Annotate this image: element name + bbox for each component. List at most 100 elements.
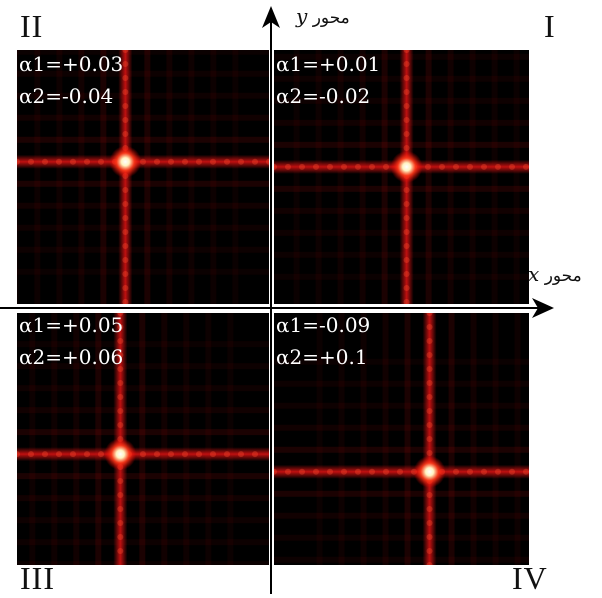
side-lobe-v — [491, 50, 498, 304]
focal-spot — [104, 438, 137, 471]
line-bead — [299, 163, 305, 170]
line-bead — [168, 451, 174, 458]
line-bead — [426, 548, 433, 554]
side-lobe-h — [17, 246, 269, 253]
line-bead — [426, 450, 433, 456]
line-bead — [140, 158, 146, 165]
side-lobe-v — [513, 50, 520, 304]
side-lobe-v — [34, 50, 41, 304]
line-bead — [355, 468, 361, 475]
intensity-pattern-iv — [274, 313, 529, 565]
line-bead — [299, 468, 305, 475]
line-bead — [426, 324, 433, 330]
line-bead — [182, 451, 188, 458]
line-bead — [17, 451, 20, 458]
line-bead — [523, 468, 529, 475]
side-lobe-h — [274, 446, 529, 453]
line-bead — [285, 468, 291, 475]
side-lobe-h — [274, 490, 529, 497]
y-axis-arrowhead — [262, 6, 280, 28]
line-bead — [117, 506, 124, 512]
line-bead — [403, 271, 410, 277]
line-bead — [122, 89, 129, 95]
line-bead — [403, 257, 410, 263]
side-lobe-h — [17, 495, 269, 502]
side-lobe-v — [404, 313, 411, 565]
line-bead — [196, 451, 202, 458]
side-lobe-v — [469, 50, 476, 304]
line-bead — [224, 451, 230, 458]
line-bead — [117, 380, 124, 386]
line-bead — [467, 163, 473, 170]
side-lobe-v — [337, 50, 344, 304]
side-lobe-v — [425, 50, 432, 304]
x-axis-symbol: x — [528, 262, 540, 286]
line-bead — [117, 338, 124, 344]
side-lobe-v — [381, 50, 388, 304]
line-bead — [426, 520, 433, 526]
line-bead — [481, 163, 487, 170]
line-bead — [117, 352, 124, 358]
line-bead — [122, 215, 129, 221]
main-horizontal-line — [17, 154, 269, 169]
line-bead — [403, 103, 410, 109]
side-lobe-h — [17, 517, 269, 524]
y-axis-word: محور — [312, 8, 350, 28]
side-lobe-h — [17, 268, 269, 275]
line-bead — [117, 394, 124, 400]
line-bead — [426, 506, 433, 512]
line-bead — [403, 243, 410, 249]
side-lobe-v — [447, 50, 454, 304]
side-lobe-v — [316, 313, 323, 565]
line-bead — [426, 408, 433, 414]
line-bead — [523, 163, 529, 170]
line-bead — [425, 163, 431, 170]
side-lobe-v — [205, 313, 212, 565]
side-lobe-h — [17, 114, 269, 121]
line-bead — [224, 158, 230, 165]
side-lobe-v — [470, 313, 477, 565]
side-lobe-h — [17, 429, 269, 436]
alpha2-label-ii: α2=-0.04 — [19, 84, 114, 108]
line-bead — [122, 201, 129, 207]
alpha2-label-iv: α2=+0.1 — [276, 345, 368, 369]
quadrant-label-ii: II — [20, 8, 44, 44]
line-bead — [122, 103, 129, 109]
line-bead — [84, 451, 90, 458]
line-bead — [122, 117, 129, 123]
alpha1-label-ii: α1=+0.03 — [19, 52, 124, 76]
side-lobe-v — [139, 313, 146, 565]
line-bead — [426, 338, 433, 344]
line-bead — [17, 158, 20, 165]
line-bead — [266, 158, 269, 165]
line-bead — [403, 229, 410, 235]
line-bead — [117, 422, 124, 428]
side-lobe-v — [56, 50, 63, 304]
line-bead — [42, 158, 48, 165]
line-bead — [403, 131, 410, 137]
side-lobe-h — [17, 180, 269, 187]
side-lobe-v — [360, 313, 367, 565]
line-bead — [122, 285, 129, 291]
panel-quadrant-i: α1=+0.01 α2=-0.02 — [274, 50, 529, 304]
line-bead — [196, 158, 202, 165]
line-bead — [98, 158, 104, 165]
line-bead — [70, 158, 76, 165]
line-bead — [117, 478, 124, 484]
side-lobe-v — [188, 50, 195, 304]
line-bead — [122, 299, 129, 304]
side-lobe-h — [17, 136, 269, 143]
line-bead — [117, 366, 124, 372]
line-bead — [252, 451, 258, 458]
quadrant-label-iii: III — [20, 560, 55, 596]
main-horizontal-line — [17, 447, 269, 462]
side-lobe-h — [17, 70, 269, 77]
line-bead — [327, 163, 333, 170]
side-lobe-h — [17, 92, 269, 99]
line-bead — [274, 468, 277, 475]
line-bead — [210, 158, 216, 165]
alpha1-label-iii: α1=+0.05 — [19, 313, 124, 337]
alpha1-label-iv: α1=-0.09 — [276, 313, 371, 337]
line-bead — [383, 163, 389, 170]
line-bead — [403, 285, 410, 291]
